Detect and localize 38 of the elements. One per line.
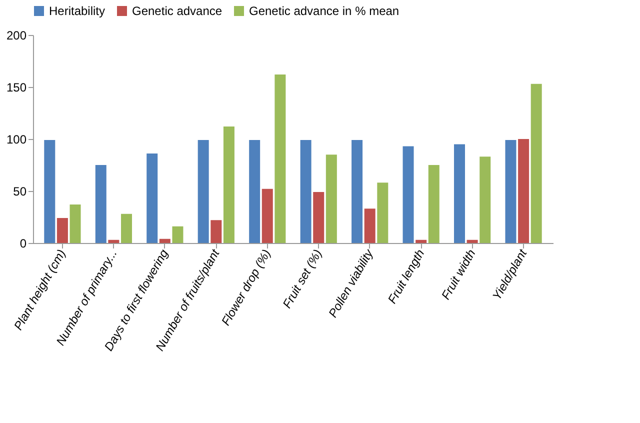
bar <box>146 154 158 243</box>
bar <box>223 126 234 243</box>
bar <box>313 192 324 243</box>
bar <box>210 220 222 243</box>
bar <box>402 146 414 243</box>
y-tick-label: 100 <box>6 132 27 146</box>
bar <box>326 154 337 243</box>
bar <box>108 240 120 243</box>
bar <box>300 140 312 243</box>
bar <box>95 165 106 243</box>
legend-label: Heritability <box>49 4 106 18</box>
y-tick-label: 150 <box>6 80 27 94</box>
bar <box>159 238 170 243</box>
bar <box>274 74 286 243</box>
bar <box>364 208 376 243</box>
y-tick-label: 0 <box>20 236 27 250</box>
bar <box>198 140 209 243</box>
y-tick-label: 200 <box>6 28 27 42</box>
bar <box>428 165 440 243</box>
bar <box>172 226 184 243</box>
y-tick-label: 50 <box>13 184 27 198</box>
bar <box>44 140 56 243</box>
legend-label: Genetic advance <box>132 4 222 18</box>
bar <box>56 218 68 243</box>
bar <box>466 240 478 243</box>
bar <box>121 214 132 243</box>
legend-label: Genetic advance in % mean <box>249 4 400 18</box>
bar <box>480 156 491 243</box>
bar <box>518 139 530 243</box>
bar <box>416 240 427 243</box>
bar <box>454 144 465 243</box>
bar <box>530 84 542 243</box>
bar <box>249 140 260 243</box>
bar <box>262 188 273 243</box>
bar <box>377 182 388 243</box>
bar <box>352 140 363 243</box>
bar <box>505 140 516 243</box>
bar <box>70 204 81 243</box>
